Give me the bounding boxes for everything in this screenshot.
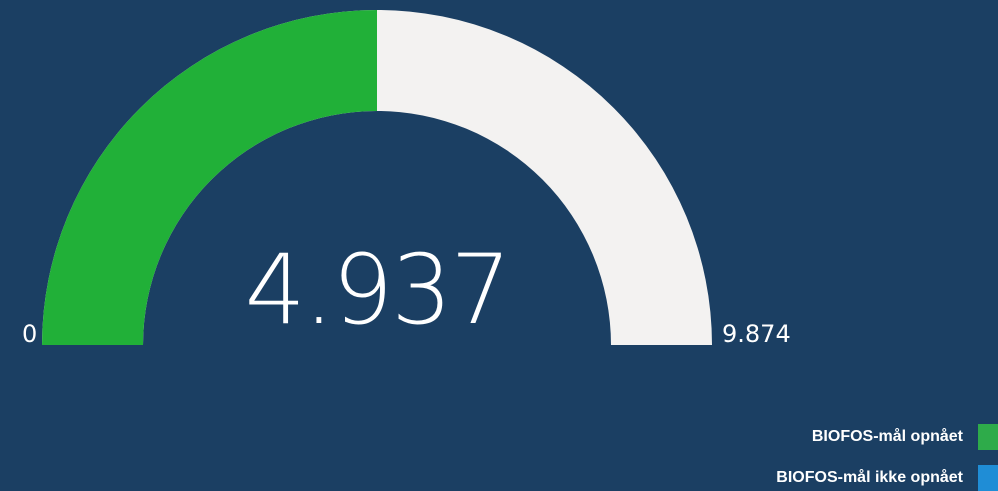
gauge-tick-label: 0 xyxy=(22,320,37,348)
legend-swatch xyxy=(978,465,998,491)
gauge-value: 4.937 xyxy=(245,234,510,346)
legend-label: BIOFOS-mål ikke opnået xyxy=(776,468,963,486)
legend-swatch xyxy=(978,424,998,450)
gauge-tick-label: 9.874 xyxy=(722,320,791,348)
legend-label: BIOFOS-mål opnået xyxy=(812,427,964,445)
gauge-fill xyxy=(42,10,377,345)
